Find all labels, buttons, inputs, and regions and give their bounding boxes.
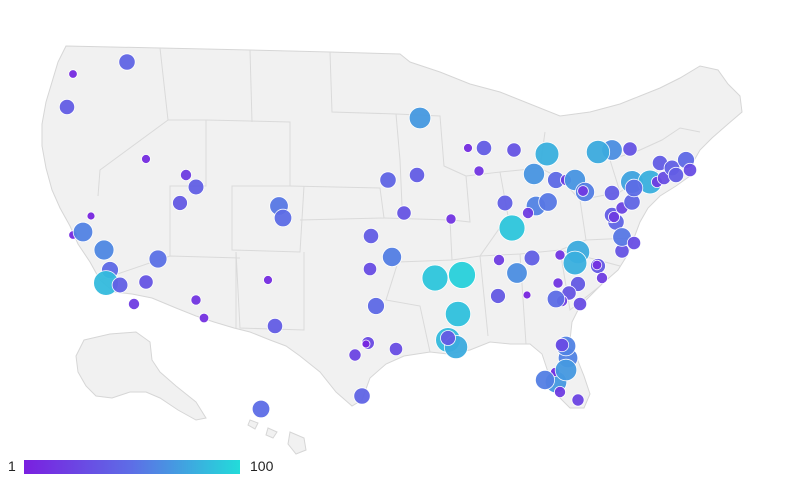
city-bubble-5[interactable]: [179, 168, 192, 181]
city-bubble-107[interactable]: [251, 399, 271, 419]
city-bubble-38[interactable]: [473, 165, 485, 177]
city-bubble-36[interactable]: [445, 213, 457, 225]
legend-max-label: 100: [250, 458, 274, 474]
city-bubble-83[interactable]: [667, 166, 685, 184]
city-bubble-42[interactable]: [444, 300, 472, 328]
continental-us-landmass: [41, 45, 743, 409]
city-bubble-6[interactable]: [187, 178, 205, 196]
city-bubble-106[interactable]: [361, 339, 371, 349]
city-bubble-49[interactable]: [523, 249, 541, 267]
hawaii-island-3: [287, 431, 307, 455]
city-bubble-93[interactable]: [554, 385, 567, 398]
hawaii-island-2: [265, 427, 278, 439]
city-bubble-104[interactable]: [626, 235, 642, 251]
city-bubble-86[interactable]: [622, 141, 638, 157]
city-bubble-108[interactable]: [440, 330, 456, 346]
city-bubble-4[interactable]: [141, 154, 151, 164]
city-bubble-16[interactable]: [111, 276, 129, 294]
city-bubble-56[interactable]: [506, 142, 522, 158]
city-bubble-33[interactable]: [379, 171, 397, 189]
city-bubble-65[interactable]: [552, 277, 564, 289]
city-bubble-28[interactable]: [367, 297, 385, 315]
city-bubble-53[interactable]: [538, 192, 558, 212]
city-bubble-40[interactable]: [421, 264, 449, 292]
city-bubble-62[interactable]: [562, 250, 588, 276]
city-bubble-30[interactable]: [381, 246, 402, 267]
city-bubble-94[interactable]: [571, 393, 585, 407]
city-bubble-24[interactable]: [348, 348, 362, 362]
city-bubble-20[interactable]: [190, 294, 202, 306]
city-bubble-102[interactable]: [522, 206, 535, 219]
city-bubble-23[interactable]: [266, 317, 284, 335]
city-bubble-85[interactable]: [682, 162, 698, 178]
city-bubble-26[interactable]: [388, 341, 404, 357]
city-bubble-50[interactable]: [498, 214, 526, 242]
city-bubble-34[interactable]: [408, 166, 426, 184]
city-bubble-89[interactable]: [624, 178, 644, 198]
city-bubble-99[interactable]: [554, 337, 570, 353]
city-bubble-47[interactable]: [506, 262, 528, 284]
city-bubble-29[interactable]: [362, 227, 380, 245]
bubble-layer: [58, 53, 698, 419]
city-bubble-101[interactable]: [577, 185, 589, 197]
city-bubble-45[interactable]: [522, 290, 532, 300]
city-bubble-13[interactable]: [93, 239, 115, 261]
legend-min-label: 1: [8, 458, 16, 474]
city-bubble-21[interactable]: [198, 312, 210, 324]
city-bubble-88[interactable]: [585, 139, 611, 165]
city-bubble-68[interactable]: [546, 289, 566, 309]
city-bubble-97[interactable]: [535, 369, 556, 390]
city-bubble-32[interactable]: [396, 205, 412, 221]
city-bubble-3[interactable]: [58, 98, 76, 116]
alaska-landmass: [75, 331, 207, 421]
city-bubble-96[interactable]: [554, 358, 578, 382]
legend-color-bar: [24, 460, 240, 474]
city-bubble-105[interactable]: [596, 271, 609, 284]
city-bubble-75[interactable]: [603, 184, 621, 202]
city-bubble-9[interactable]: [273, 208, 293, 228]
city-bubble-18[interactable]: [138, 274, 154, 290]
city-bubble-51[interactable]: [496, 194, 514, 212]
city-bubble-22[interactable]: [263, 275, 273, 285]
city-bubble-27[interactable]: [353, 387, 371, 405]
city-bubble-39[interactable]: [475, 139, 493, 157]
city-bubble-19[interactable]: [148, 249, 168, 269]
land-group: [41, 45, 743, 455]
city-bubble-48[interactable]: [490, 288, 506, 304]
city-bubble-1[interactable]: [68, 69, 78, 79]
city-bubble-31[interactable]: [362, 261, 378, 277]
city-bubble-7[interactable]: [172, 195, 188, 211]
city-bubble-67[interactable]: [572, 296, 588, 312]
city-bubble-37[interactable]: [463, 143, 473, 153]
city-bubble-46[interactable]: [492, 253, 505, 266]
city-bubble-41[interactable]: [448, 261, 476, 289]
city-bubble-100[interactable]: [591, 259, 603, 271]
city-bubble-10[interactable]: [86, 211, 96, 221]
hawaii-island-1: [247, 419, 259, 430]
city-bubble-12[interactable]: [72, 221, 94, 243]
city-bubble-35[interactable]: [408, 106, 432, 130]
city-bubble-103[interactable]: [608, 210, 621, 223]
city-bubble-55[interactable]: [534, 141, 560, 167]
city-bubble-70[interactable]: [554, 249, 566, 261]
city-bubble-54[interactable]: [523, 162, 546, 185]
city-bubble-2[interactable]: [118, 53, 136, 71]
city-bubble-17[interactable]: [127, 297, 140, 310]
